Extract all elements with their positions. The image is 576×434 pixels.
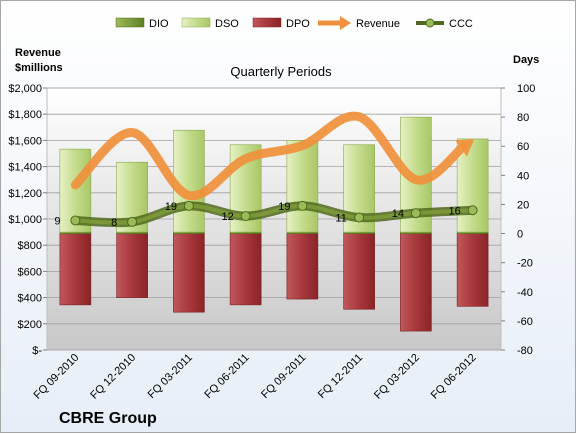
ccc-data-label: 19 — [165, 201, 177, 213]
bar-dpo — [343, 233, 375, 310]
left-tick-label: $1,000 — [8, 214, 42, 226]
revenue-series — [70, 111, 475, 201]
left-tick-label: $1,200 — [8, 188, 42, 200]
category-axis: FQ 09-2010 FQ 12-2010 FQ 03-2011 FQ 06-2011… — [32, 352, 479, 402]
left-tick-label: $400 — [18, 293, 42, 305]
ccc-data-label: 11 — [335, 213, 346, 225]
category-label: FQ 03-2011 — [146, 352, 195, 401]
ccc-data-label: 12 — [222, 211, 234, 223]
legend-label-dso: DSO — [215, 18, 239, 30]
bar-dso — [456, 138, 489, 233]
left-axis-title-line1: Revenue — [15, 47, 61, 59]
legend-swatch-dpo — [252, 17, 282, 28]
ccc-data-label: 8 — [111, 217, 117, 229]
category-label: FQ 12-2011 — [316, 352, 365, 401]
left-tick-label: $600 — [18, 266, 42, 278]
bar-dpo — [173, 233, 205, 313]
category-label: FQ 03-2012 — [372, 352, 422, 402]
ccc-data-label: 16 — [449, 205, 461, 217]
category-label: FQ 09-2011 — [259, 352, 308, 401]
legend-label-revenue: Revenue — [356, 18, 400, 30]
bar-dso — [286, 140, 319, 233]
ccc-point — [127, 216, 138, 227]
left-tick-label: $- — [32, 345, 42, 357]
category-label: FQ 06-2012 — [429, 352, 479, 402]
legend: DIO DSO DPO Revenue CCC — [115, 16, 473, 30]
category-label: FQ 12-2010 — [88, 352, 138, 402]
left-tick-label: $800 — [18, 240, 42, 252]
revenue-line — [70, 111, 468, 201]
legend-swatch-dio — [115, 17, 145, 28]
legend-swatch-ccc — [416, 18, 444, 28]
left-axis-title-line2: $millions — [15, 62, 63, 74]
company-name: CBRE Group — [59, 410, 157, 427]
right-tick-label: -40 — [517, 287, 533, 299]
category-label: FQ 09-2010 — [32, 352, 82, 402]
bar-dso — [173, 129, 205, 233]
bar-dpo — [400, 233, 432, 332]
bar-dpo — [286, 233, 319, 300]
right-tick-label: 40 — [517, 170, 529, 182]
left-tick-label: $2,000 — [8, 83, 42, 95]
right-tick-label: 60 — [517, 141, 529, 153]
left-tick-label: $1,600 — [8, 135, 42, 147]
right-tick-label: 0 — [517, 229, 523, 241]
ccc-point — [467, 205, 478, 216]
legend-swatch-dso — [181, 17, 211, 28]
left-tick-label: $200 — [18, 319, 42, 331]
right-tick-label: 80 — [517, 112, 529, 124]
revenue-arrowhead — [455, 139, 475, 157]
right-axis-title: Days — [513, 54, 539, 66]
left-tick-label: $1,400 — [8, 162, 42, 174]
left-tick-label: $1,800 — [8, 109, 42, 121]
ccc-point — [297, 200, 308, 211]
ccc-data-label: 14 — [392, 208, 404, 220]
bar-dpo — [456, 233, 489, 307]
right-tick-label: -60 — [517, 316, 533, 328]
right-tick-label: -20 — [517, 258, 533, 270]
category-label: FQ 06-2011 — [202, 352, 251, 401]
ccc-data-label: 9 — [54, 215, 60, 227]
chart-title: Quarterly Periods — [230, 64, 332, 79]
ccc-point — [183, 200, 194, 211]
legend-label-ccc: CCC — [449, 18, 473, 30]
legend-label-dpo: DPO — [286, 18, 310, 30]
bar-dpo — [116, 233, 148, 298]
right-tick-label: 100 — [517, 83, 535, 95]
ccc-series: 9 8 19 12 19 11 14 16 — [54, 200, 478, 229]
legend-label-dio: DIO — [149, 18, 169, 30]
legend-swatch-revenue — [318, 16, 351, 30]
bar-dpo — [229, 233, 262, 306]
ccc-point — [354, 212, 365, 223]
bar-dpo — [59, 233, 92, 306]
ccc-point — [70, 215, 81, 226]
right-tick-label: -80 — [517, 345, 533, 357]
ccc-point — [410, 208, 421, 219]
ccc-point — [240, 211, 251, 222]
right-axis: -80 -60 -40 -20 0 20 40 60 80 100 — [501, 83, 535, 357]
left-axis: $- $200 $400 $600 $800 $1,000 $1,200 $1,400 $1,6… — [8, 83, 47, 357]
right-tick-label: 20 — [517, 199, 529, 211]
ccc-data-label: 19 — [278, 201, 290, 213]
